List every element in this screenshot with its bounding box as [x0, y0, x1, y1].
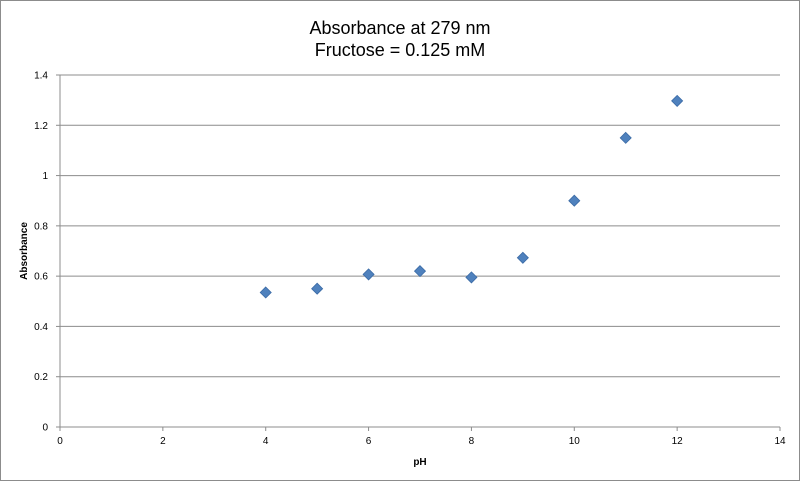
y-tick-label: 1 [42, 171, 48, 182]
data-points [259, 94, 684, 299]
y-tick-label: 0.4 [34, 322, 48, 333]
data-point [362, 268, 375, 281]
data-point [671, 94, 684, 107]
data-point [311, 282, 324, 295]
x-tick-label: 0 [57, 436, 63, 447]
data-point [465, 271, 478, 284]
y-axis-label: Absorbance [19, 222, 30, 280]
x-tick-label: 2 [160, 436, 166, 447]
x-tick-label: 4 [263, 436, 269, 447]
x-tick-label: 10 [569, 436, 581, 447]
data-point [259, 286, 272, 299]
x-tick-label: 6 [366, 436, 372, 447]
data-point [413, 265, 427, 278]
x-tick-labels: 0 2 4 6 8 10 12 14 [57, 436, 786, 447]
x-tick-label: 12 [672, 436, 684, 447]
chart-title: Absorbance at 279 nm [309, 18, 491, 38]
y-tick-label: 1.2 [34, 121, 48, 132]
data-point [568, 194, 581, 207]
y-tick-label: 1.4 [34, 71, 48, 82]
chart-subtitle: Fructose = 0.125 mM [314, 40, 486, 60]
x-tick-label: 8 [469, 436, 475, 447]
x-axis-label: pH [413, 457, 426, 468]
gridlines [60, 74, 780, 378]
y-tick-labels: 0 0.2 0.4 0.6 0.8 1 1.2 1.4 [34, 71, 48, 434]
y-tick-label: 0.8 [34, 221, 48, 232]
y-tick-label: 0.6 [34, 272, 48, 283]
x-tick-label: 14 [774, 436, 786, 447]
axes [56, 74, 781, 431]
data-point [516, 251, 529, 264]
data-point [619, 131, 632, 144]
y-tick-label: 0 [42, 423, 48, 434]
y-tick-label: 0.2 [34, 372, 48, 383]
